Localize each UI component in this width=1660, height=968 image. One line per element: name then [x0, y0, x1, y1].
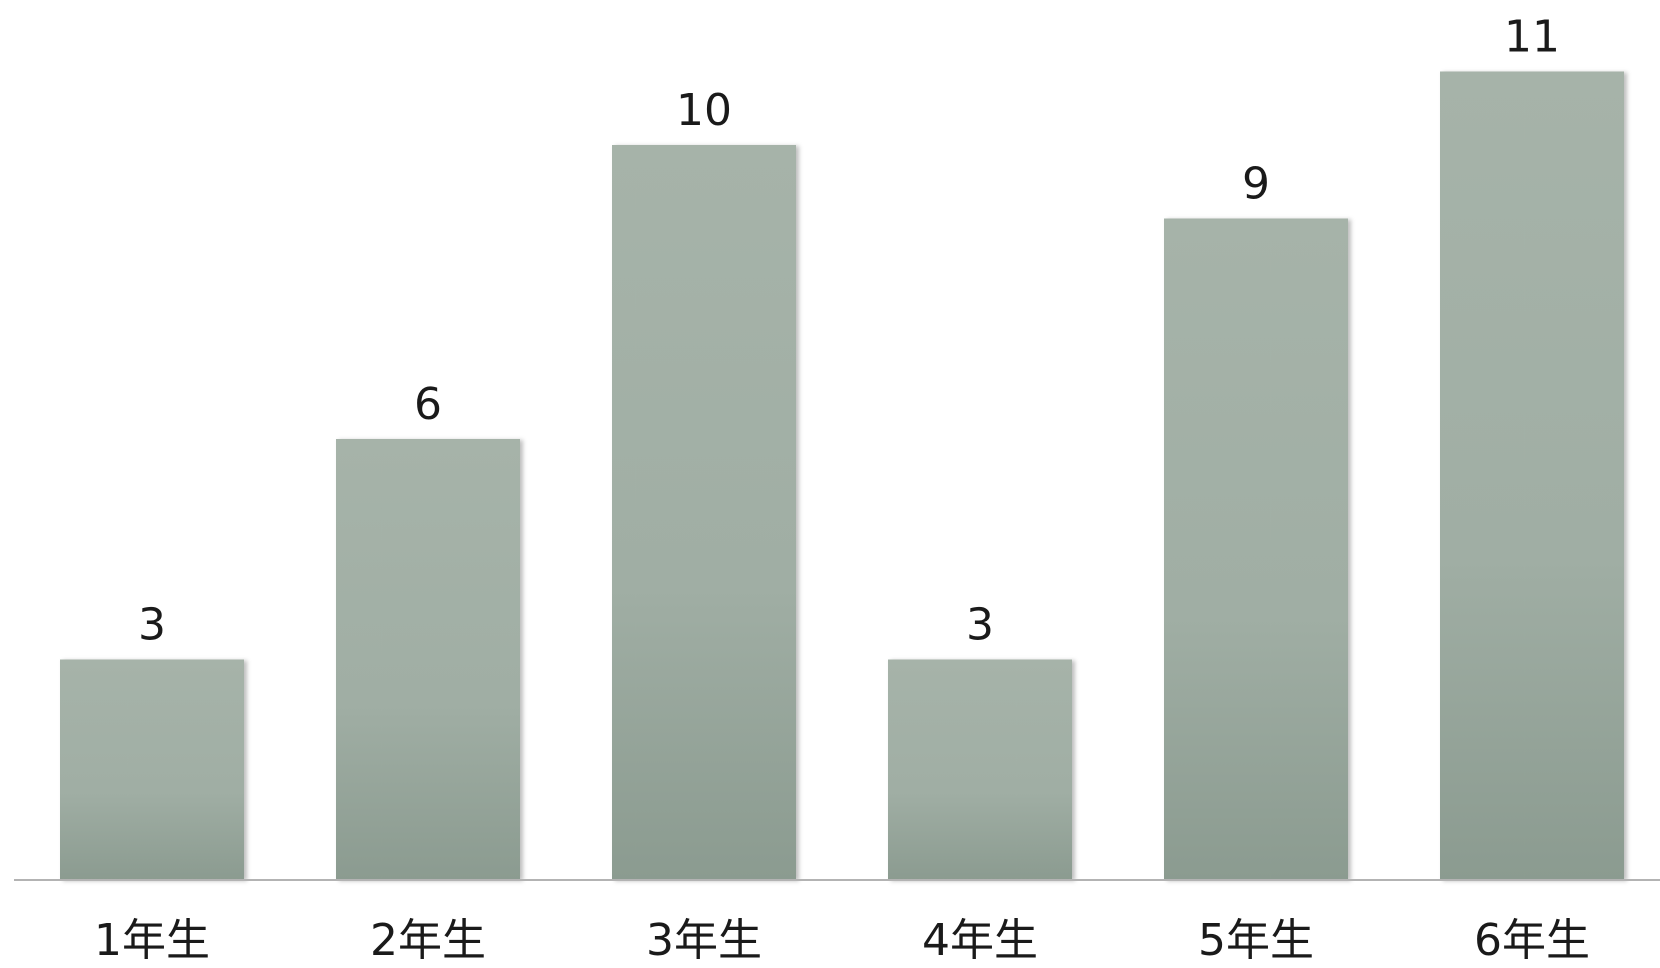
- x-tick-labels-layer: 1年生 2年生 3年生 4年生 5年生 6年生: [94, 915, 1590, 966]
- bar-2: [336, 439, 520, 880]
- data-label-3: 10: [676, 85, 732, 136]
- bars-layer: [60, 71, 1624, 880]
- data-labels-layer: 3 6 10 3 9 11: [138, 12, 1560, 651]
- x-tick-label-5: 5年生: [1198, 915, 1314, 966]
- data-label-6: 11: [1504, 12, 1560, 63]
- x-tick-label-3: 3年生: [646, 915, 762, 966]
- bar-5: [1164, 218, 1348, 880]
- data-label-1: 3: [138, 600, 166, 651]
- x-tick-label-6: 6年生: [1474, 915, 1590, 966]
- bar-6: [1440, 71, 1624, 880]
- x-tick-label-1: 1年生: [94, 915, 210, 966]
- data-label-5: 9: [1242, 159, 1270, 210]
- data-label-4: 3: [966, 600, 994, 651]
- bar-3: [612, 145, 796, 880]
- data-label-2: 6: [414, 379, 442, 430]
- bar-4: [888, 659, 1072, 880]
- bar-1: [60, 659, 244, 880]
- x-tick-label-4: 4年生: [922, 915, 1038, 966]
- x-tick-label-2: 2年生: [370, 915, 486, 966]
